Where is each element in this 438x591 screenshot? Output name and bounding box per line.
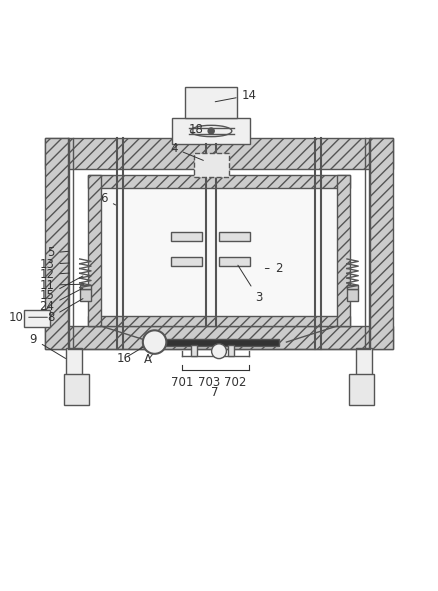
Bar <box>219 232 251 241</box>
Text: 12: 12 <box>39 268 69 281</box>
Bar <box>347 288 358 301</box>
Bar <box>155 339 279 346</box>
Bar <box>337 176 350 326</box>
Bar <box>66 348 82 375</box>
Text: 5: 5 <box>47 246 68 259</box>
Bar <box>369 138 393 349</box>
Text: 8: 8 <box>47 298 83 324</box>
Bar <box>219 257 251 266</box>
Bar <box>45 138 69 349</box>
Text: 14: 14 <box>215 89 257 102</box>
Bar <box>64 374 89 405</box>
Text: 9: 9 <box>30 333 66 359</box>
Text: 2: 2 <box>265 262 282 275</box>
Text: 4: 4 <box>170 142 203 160</box>
Bar <box>347 285 358 288</box>
Text: 3: 3 <box>238 265 262 304</box>
Bar <box>80 285 91 288</box>
Bar <box>171 232 202 241</box>
Bar <box>349 374 374 405</box>
Bar <box>88 176 101 326</box>
Text: 702: 702 <box>224 376 247 389</box>
Circle shape <box>143 330 166 354</box>
Bar <box>88 176 350 187</box>
Bar <box>172 118 251 144</box>
Bar <box>88 316 350 326</box>
Text: 18: 18 <box>189 123 204 136</box>
Text: 11: 11 <box>39 278 84 291</box>
Circle shape <box>208 128 214 134</box>
Bar <box>45 138 393 169</box>
Bar <box>45 326 393 349</box>
Bar <box>80 288 91 301</box>
Text: 703: 703 <box>198 376 221 389</box>
Text: 6: 6 <box>101 193 116 206</box>
Text: A: A <box>144 353 152 366</box>
Text: 24: 24 <box>39 288 83 313</box>
Bar <box>24 310 50 327</box>
Text: 701: 701 <box>171 376 194 389</box>
Bar <box>191 345 197 356</box>
Text: 7: 7 <box>211 385 219 398</box>
Text: 13: 13 <box>39 258 69 271</box>
Circle shape <box>212 344 226 359</box>
Bar <box>228 345 234 356</box>
Text: 10: 10 <box>8 311 47 324</box>
Bar <box>194 153 229 177</box>
Bar <box>356 348 372 375</box>
Text: 16: 16 <box>117 352 132 365</box>
Bar <box>185 87 237 118</box>
Text: 15: 15 <box>39 276 83 302</box>
Bar <box>99 181 339 323</box>
Bar <box>171 257 202 266</box>
